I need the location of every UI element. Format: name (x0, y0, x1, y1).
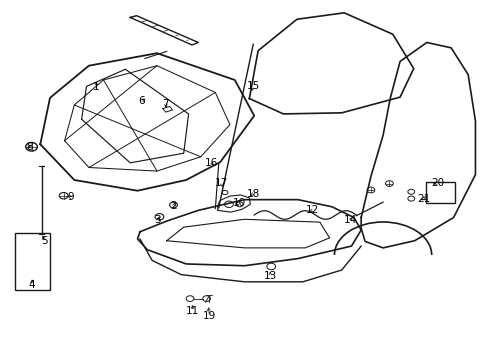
Text: 1: 1 (93, 82, 100, 92)
FancyBboxPatch shape (426, 182, 454, 203)
Text: 7: 7 (162, 99, 169, 109)
Text: 2: 2 (170, 201, 177, 211)
Text: 20: 20 (430, 178, 444, 188)
Text: 13: 13 (263, 271, 276, 281)
Text: 18: 18 (246, 189, 259, 199)
Text: 12: 12 (305, 205, 319, 215)
Text: 3: 3 (154, 215, 161, 225)
Text: 11: 11 (185, 306, 199, 316)
Text: 14: 14 (343, 215, 356, 225)
FancyBboxPatch shape (15, 233, 50, 290)
Text: 15: 15 (246, 81, 259, 91)
Text: 19: 19 (203, 311, 216, 321)
Text: 21: 21 (416, 194, 429, 204)
Text: 5: 5 (41, 236, 47, 246)
Text: 6: 6 (138, 96, 144, 106)
Text: 8: 8 (26, 142, 33, 152)
Text: 10: 10 (233, 198, 245, 208)
Text: 17: 17 (215, 178, 228, 188)
Text: 4: 4 (29, 280, 35, 291)
Text: 16: 16 (205, 158, 218, 168)
Text: 9: 9 (67, 192, 74, 202)
